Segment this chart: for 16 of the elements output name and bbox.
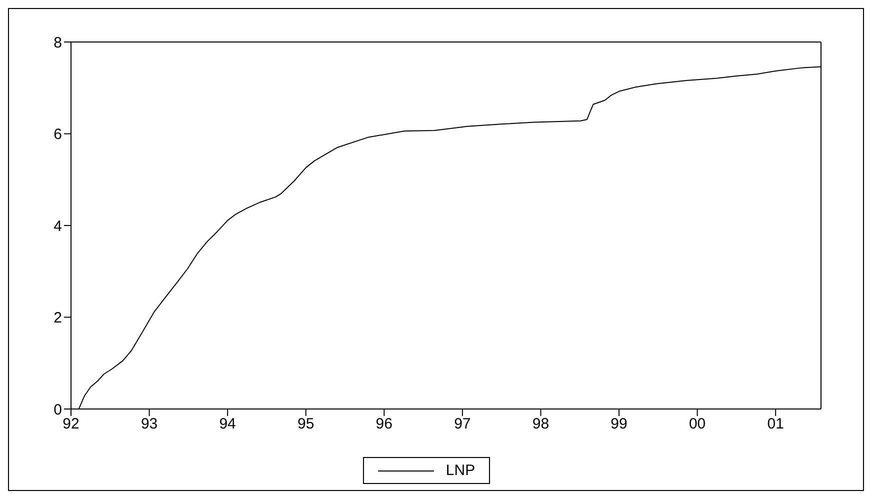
x-tick-label: 95	[298, 416, 314, 433]
x-tick-label: 98	[532, 416, 550, 433]
x-tick-label: 93	[140, 416, 158, 433]
y-tick-label: 8	[54, 34, 62, 52]
x-tick-label: 01	[767, 416, 784, 433]
y-tick-label: 2	[54, 310, 62, 327]
x-tick-label: 92	[62, 416, 80, 433]
x-tick-label: 99	[610, 416, 628, 433]
legend-label: LNP	[446, 462, 476, 479]
x-tick-label: 97	[454, 416, 471, 433]
y-tick-label: 4	[54, 218, 62, 235]
y-tick-label: 6	[54, 126, 62, 144]
y-tick-label: 0	[54, 401, 62, 418]
x-tick-label: 96	[376, 416, 392, 433]
x-tick-label: 00	[688, 416, 706, 433]
x-tick-label: 94	[219, 416, 236, 433]
